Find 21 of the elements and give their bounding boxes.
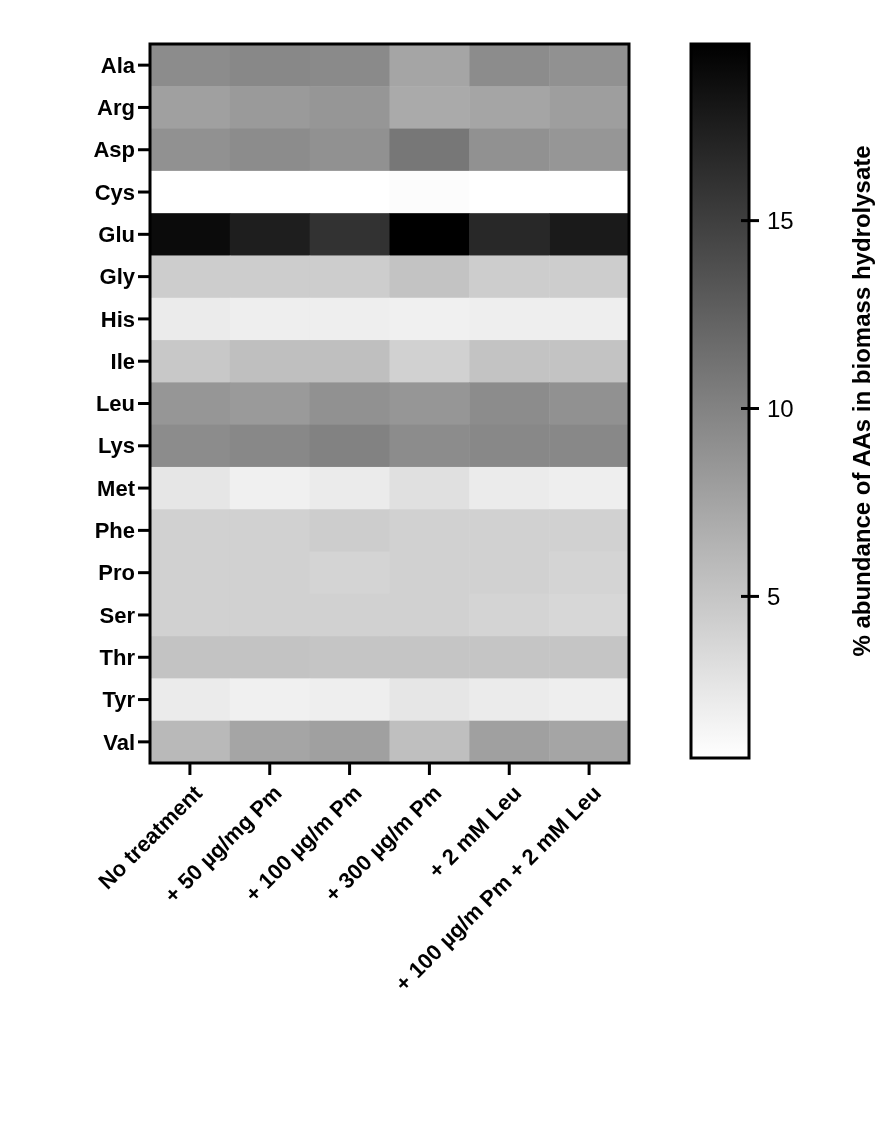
color-bar-label: 15 xyxy=(767,207,794,235)
y-tick-label: Tyr xyxy=(102,687,136,713)
y-tick-label: His xyxy=(100,306,135,332)
color-bar-title: % abundance of AAs in biomass hydrolysate xyxy=(848,145,875,657)
y-tick-label: Ile xyxy=(110,348,135,374)
y-tick-label: Thr xyxy=(99,644,136,670)
y-tick-label: Pro xyxy=(98,560,135,586)
y-tick-label: Met xyxy=(97,475,136,501)
y-tick-label: Glu xyxy=(98,222,135,248)
y-tick-label: Gly xyxy=(99,264,136,290)
color-bar-label: 5 xyxy=(767,582,781,610)
y-tick-label: Leu xyxy=(95,391,135,417)
y-tick-label: Phe xyxy=(94,518,135,544)
y-tick-label: Lys xyxy=(97,433,135,459)
y-tick-label: Ala xyxy=(100,52,136,78)
color-bar-label: 10 xyxy=(767,394,794,422)
y-tick-label: Asp xyxy=(93,137,135,163)
y-tick-label: Val xyxy=(103,729,135,755)
y-tick-label: Ser xyxy=(99,602,136,628)
y-tick-label: Arg xyxy=(97,95,135,121)
y-tick-label: Cys xyxy=(94,179,135,205)
